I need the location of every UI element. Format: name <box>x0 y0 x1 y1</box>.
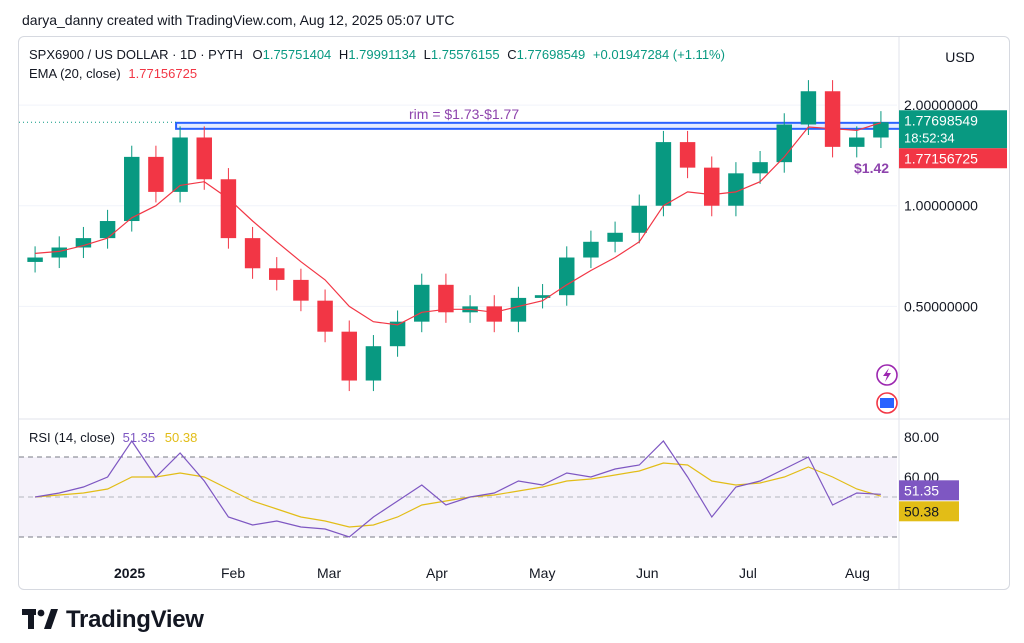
rsi-ma-line <box>35 462 882 528</box>
candle-body <box>365 346 382 381</box>
candle-body <box>583 241 599 258</box>
chart-frame[interactable]: 2.00000000 1.00000000 0.50000000 rim = $1.7… <box>18 36 1010 590</box>
candle-body <box>220 179 237 239</box>
candle-body <box>148 156 164 192</box>
candle-body <box>438 284 454 313</box>
open-label: O <box>252 47 263 62</box>
time-axis-label: Jun <box>636 565 659 581</box>
candle-body <box>607 232 623 242</box>
time-axis-label: Mar <box>317 565 341 581</box>
rsi-legend: RSI (14, close) 51.35 50.38 <box>29 430 197 445</box>
low-annotation: $1.42 <box>854 160 889 176</box>
candle-body <box>414 284 430 322</box>
rsi-label[interactable]: RSI (14, close) <box>29 430 115 445</box>
candle-body <box>534 295 551 298</box>
candle-body <box>317 300 333 332</box>
time-axis-label: May <box>529 565 555 581</box>
last-price-box <box>899 110 1007 149</box>
low-label: L <box>423 47 431 62</box>
currency-selector[interactable]: USD <box>921 43 999 71</box>
candle-body <box>99 221 116 239</box>
price-tick-label: 0.50000000 <box>904 298 978 314</box>
candle-body <box>244 238 261 269</box>
low-value: 1.75576155 <box>430 47 500 62</box>
last-price-label: 1.77698549 <box>904 112 978 128</box>
candle-body <box>51 247 67 258</box>
chart-credit: darya_danny created with TradingView.com… <box>22 12 455 28</box>
candle-body <box>172 137 188 192</box>
candle-body <box>75 238 92 248</box>
open-value: 1.75751404 <box>262 47 332 62</box>
tradingview-logo-icon <box>22 609 58 629</box>
candle-body <box>873 122 889 138</box>
candle-body <box>389 321 406 347</box>
candle-body <box>752 162 768 174</box>
high-label: H <box>338 47 349 62</box>
candle-body <box>728 173 744 206</box>
chart-canvas[interactable]: 2.00000000 1.00000000 0.50000000 rim = $1.7… <box>19 37 1009 589</box>
candle-body <box>559 257 575 296</box>
close-label: C <box>507 47 517 62</box>
time-axis-label: Aug <box>845 565 870 581</box>
time-axis-label: Apr <box>426 565 448 581</box>
candle-body <box>341 331 357 381</box>
rsi-ma-axis-value: 50.38 <box>904 503 939 519</box>
rsi-ma-box <box>899 501 959 522</box>
ema-line-legend: EMA (20, close) 1.77156725 <box>29 64 725 83</box>
ema-axis-label: 1.77156725 <box>904 150 978 166</box>
brand-name: TradingView <box>66 606 204 633</box>
candle-body <box>849 137 865 147</box>
chart-legend: SPX6900 / US DOLLAR · 1D · PYTH O1.75751… <box>29 45 725 83</box>
candle-body <box>269 268 285 280</box>
time-axis-label: Feb <box>221 565 245 581</box>
flag-glyph <box>880 398 894 408</box>
ema-label[interactable]: EMA (20, close) <box>29 66 121 81</box>
time-axis-label: Jul <box>739 565 757 581</box>
ema-axis-label-bg <box>899 148 1007 169</box>
change-value: +0.01947284 (+1.11%) <box>592 47 725 62</box>
candle-body <box>486 306 502 322</box>
candle-body <box>27 257 43 262</box>
rsi-ma-value: 50.38 <box>164 430 198 445</box>
price-tick-label: 2.00000000 <box>904 97 978 113</box>
candle-body <box>510 297 527 322</box>
rsi-line <box>35 439 881 538</box>
rsi-value-box <box>899 480 959 501</box>
rsi-value: 51.35 <box>122 430 156 445</box>
close-value: 1.77698549 <box>516 47 586 62</box>
candle-body <box>196 137 212 180</box>
ohlc-line: SPX6900 / US DOLLAR · 1D · PYTH O1.75751… <box>29 45 725 64</box>
candle-body <box>124 156 140 222</box>
rsi-axis-value: 51.35 <box>904 482 939 498</box>
symbol-label[interactable]: SPX6900 / US DOLLAR · 1D · PYTH <box>29 47 243 62</box>
candle-body <box>655 142 672 206</box>
rsi-tick-label: 80.00 <box>904 429 939 445</box>
ema-line <box>35 122 882 326</box>
tradingview-logo[interactable]: TradingView <box>22 606 204 634</box>
price-tick-label: 1.00000000 <box>904 198 978 214</box>
countdown-label: 18:52:34 <box>904 130 955 145</box>
lightning-glyph <box>883 368 891 382</box>
high-value: 1.79991134 <box>348 47 417 62</box>
candle-body <box>631 205 647 233</box>
ema-value: 1.77156725 <box>128 66 198 81</box>
candle-body <box>824 91 841 147</box>
candle-body <box>800 91 817 125</box>
candle-body <box>293 279 309 301</box>
rim-annotation: rim = $1.73-$1.77 <box>409 106 519 122</box>
candle-body <box>679 142 696 168</box>
candle-body <box>704 167 720 206</box>
time-axis-label: 2025 <box>114 565 145 581</box>
